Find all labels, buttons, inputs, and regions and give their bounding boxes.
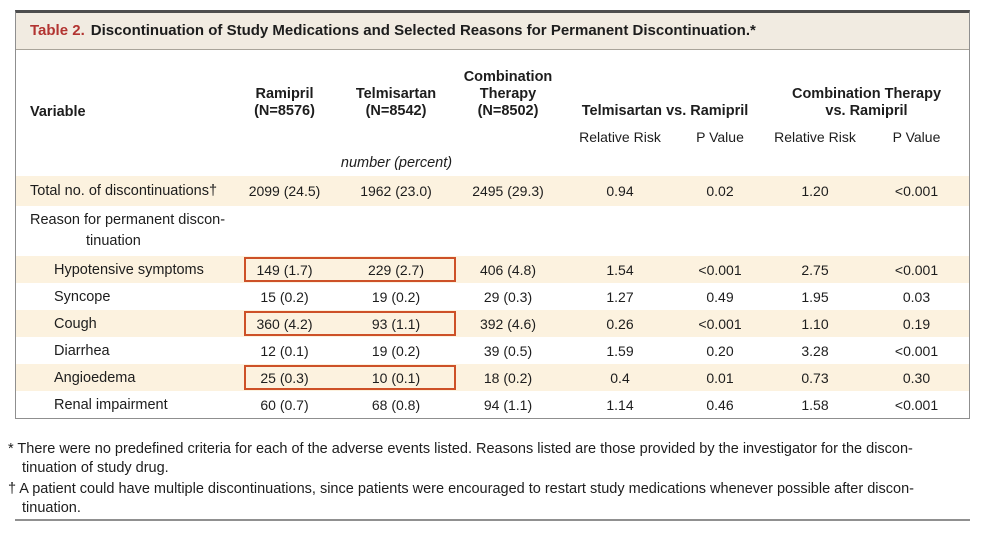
cell-relative-risk-2: 1.10 (801, 315, 829, 332)
cell-relative-risk-2: 0.73 (801, 369, 829, 386)
cell-relative-risk-1: 1.14 (606, 396, 634, 413)
column-header-ramipril: Ramipril (N=8576) (254, 86, 315, 119)
row-label: Reason for permanent discon- tinuation (30, 212, 226, 249)
cell-ramipril: 360 (4.2) (256, 315, 313, 332)
cell-p-value-1: 0.02 (706, 183, 734, 199)
cell-ramipril: 60 (0.7) (260, 396, 309, 413)
cell-relative-risk-1: 1.54 (606, 261, 634, 278)
cell-p-value-2: 0.30 (902, 369, 931, 386)
subheader-relative-risk-2: Relative Risk (774, 129, 856, 145)
bottom-rule (15, 519, 970, 521)
row-label: Cough (54, 315, 97, 332)
table-row-reason-heading: Reason for permanent discon- tinuation (16, 206, 969, 256)
table-row-syncope: Syncope 15 (0.2) 19 (0.2) 29 (0.3) 1.27 … (16, 283, 969, 310)
cell-p-value-2: <0.001 (894, 396, 939, 413)
cell-relative-risk-2: 1.95 (801, 288, 829, 305)
cell-telmisartan: 10 (0.1) (371, 369, 421, 386)
cell-telmisartan: 93 (1.1) (371, 315, 421, 332)
table-title-bar: Table 2. Discontinuation of Study Medicat… (16, 13, 969, 50)
cell-combination: 29 (0.3) (483, 288, 533, 305)
column-header-variable: Variable (30, 104, 86, 120)
row-label: Total no. of discontinuations† (30, 183, 218, 199)
table-row-renal-impairment: Renal impairment 60 (0.7) 68 (0.8) 94 (1… (16, 391, 969, 418)
cell-ramipril: 149 (1.7) (256, 261, 313, 278)
subheader-p-value-2: P Value (892, 129, 941, 145)
cell-p-value-1: 0.46 (706, 396, 734, 413)
cell-combination: 2495 (29.3) (472, 183, 544, 199)
cell-combination: 18 (0.2) (483, 369, 533, 386)
cell-relative-risk-2: 2.75 (801, 261, 829, 278)
cell-combination: 94 (1.1) (483, 396, 533, 413)
cell-combination: 39 (0.5) (483, 342, 533, 359)
cell-relative-risk-1: 0.26 (606, 315, 634, 332)
cell-ramipril: 12 (0.1) (260, 342, 309, 359)
cell-relative-risk-1: 1.27 (606, 288, 634, 305)
cell-relative-risk-2: 1.20 (801, 183, 829, 199)
cell-relative-risk-1: 1.59 (606, 342, 634, 359)
cell-relative-risk-1: 0.4 (610, 369, 630, 386)
cell-p-value-1: <0.001 (698, 261, 742, 278)
cell-p-value-2: <0.001 (894, 342, 939, 359)
row-label: Diarrhea (54, 342, 110, 359)
table-2-box: Table 2. Discontinuation of Study Medicat… (15, 10, 970, 419)
cell-telmisartan: 68 (0.8) (371, 396, 421, 413)
cell-telmisartan: 19 (0.2) (371, 288, 421, 305)
column-group-telmisartan-vs-ramipril: Telmisartan vs. Ramipril (581, 103, 749, 119)
footnote-dagger: † A patient could have multiple disconti… (8, 481, 914, 516)
column-header-combination-therapy: Combination Therapy (N=8502) (463, 69, 553, 119)
row-label: Renal impairment (54, 396, 168, 413)
table-title-label: Table 2. (30, 22, 85, 39)
table-row-angioedema: Angioedema 25 (0.3) 10 (0.1) 18 (0.2) 0.… (16, 364, 969, 391)
units-note: number (percent) (340, 155, 453, 171)
table-row-diarrhea: Diarrhea 12 (0.1) 19 (0.2) 39 (0.5) 1.59… (16, 337, 969, 364)
table-row-cough: Cough 360 (4.2) 93 (1.1) 392 (4.6) 0.26 … (16, 310, 969, 337)
cell-p-value-2: <0.001 (894, 261, 939, 278)
row-label: Syncope (54, 288, 111, 305)
cell-p-value-1: <0.001 (698, 315, 742, 332)
cell-relative-risk-2: 1.58 (801, 396, 829, 413)
cell-p-value-1: 0.01 (706, 369, 734, 386)
cell-p-value-2: 0.19 (902, 315, 931, 332)
table-header: Variable Ramipril (N=8576) Telmisartan (… (16, 50, 969, 176)
table-title-text: Discontinuation of Study Medications and… (90, 22, 756, 39)
cell-telmisartan: 19 (0.2) (371, 342, 421, 359)
row-label: Angioedema (54, 369, 136, 386)
table-row-hypotensive-symptoms: Hypotensive symptoms 149 (1.7) 229 (2.7)… (16, 256, 969, 283)
cell-telmisartan: 229 (2.7) (367, 261, 425, 278)
cell-ramipril: 15 (0.2) (260, 288, 309, 305)
subheader-p-value-1: P Value (696, 129, 744, 145)
column-header-telmisartan: Telmisartan (N=8542) (355, 86, 437, 119)
cell-ramipril: 2099 (24.5) (248, 183, 321, 199)
cell-ramipril: 25 (0.3) (260, 369, 309, 386)
cell-p-value-1: 0.49 (706, 288, 734, 305)
footnotes: * There were no predefined criteria for … (8, 440, 973, 520)
row-label: Hypotensive symptoms (54, 261, 204, 278)
footnote-asterisk: * There were no predefined criteria for … (8, 441, 913, 476)
cell-p-value-2: 0.03 (902, 288, 931, 305)
cell-combination: 392 (4.6) (479, 315, 537, 332)
cell-combination: 406 (4.8) (479, 261, 537, 278)
column-group-combination-vs-ramipril: Combination Therapy vs. Ramipril (791, 86, 942, 119)
cell-relative-risk-1: 0.94 (606, 183, 634, 199)
cell-relative-risk-2: 3.28 (801, 342, 829, 359)
cell-p-value-1: 0.20 (706, 342, 734, 359)
cell-p-value-2: <0.001 (894, 183, 939, 199)
subheader-relative-risk-1: Relative Risk (579, 129, 661, 145)
cell-telmisartan: 1962 (23.0) (360, 183, 432, 199)
table-row-total-discontinuations: Total no. of discontinuations† 2099 (24.… (16, 176, 969, 206)
